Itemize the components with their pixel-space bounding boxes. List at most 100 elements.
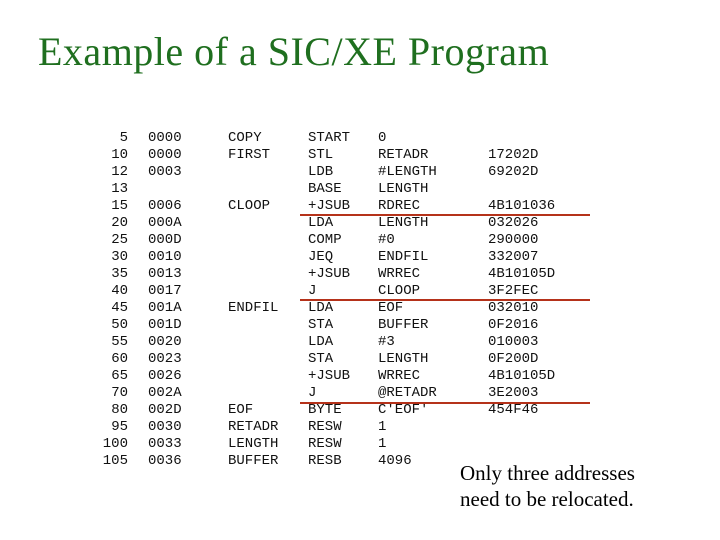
col-line: 35 — [76, 266, 128, 283]
col-op: J — [308, 283, 378, 300]
code-row: 80002DEOFBYTEC'EOF'454F46 — [76, 402, 656, 419]
col-loc: 0033 — [128, 436, 218, 453]
code-row: 550020LDA#3010003 — [76, 334, 656, 351]
col-loc: 0010 — [128, 249, 218, 266]
col-op: RESW — [308, 436, 378, 453]
col-loc: 0030 — [128, 419, 218, 436]
col-obj: 4B10105D — [488, 266, 598, 283]
col-op: LDB — [308, 164, 378, 181]
code-row: 1000033LENGTHRESW1 — [76, 436, 656, 453]
caption: Only three addresses need to be relocate… — [460, 460, 635, 512]
code-row: 100000FIRSTSTLRETADR17202D — [76, 147, 656, 164]
col-operand: LENGTH — [378, 181, 488, 198]
col-loc: 001A — [128, 300, 218, 317]
col-operand: 0 — [378, 130, 488, 147]
col-op: STA — [308, 351, 378, 368]
col-op: BASE — [308, 181, 378, 198]
code-row: 950030RETADRRESW1 — [76, 419, 656, 436]
col-op: +JSUB — [308, 266, 378, 283]
col-loc: 0000 — [128, 130, 218, 147]
col-line: 50 — [76, 317, 128, 334]
code-row: 120003LDB#LENGTH69202D — [76, 164, 656, 181]
col-obj: 290000 — [488, 232, 598, 249]
col-line: 105 — [76, 453, 128, 470]
col-operand: ENDFIL — [378, 249, 488, 266]
col-loc: 0017 — [128, 283, 218, 300]
col-op: BYTE — [308, 402, 378, 419]
col-line: 20 — [76, 215, 128, 232]
code-row: 45001AENDFILLDAEOF032010 — [76, 300, 656, 317]
code-row: 300010 JEQENDFIL332007 — [76, 249, 656, 266]
col-operand: BUFFER — [378, 317, 488, 334]
relocation-underline — [300, 214, 590, 216]
col-line: 15 — [76, 198, 128, 215]
col-op: J — [308, 385, 378, 402]
code-row: 650026+JSUBWRREC4B10105D — [76, 368, 656, 385]
col-operand: RDREC — [378, 198, 488, 215]
col-operand: #3 — [378, 334, 488, 351]
code-row: 20000ALDALENGTH032026 — [76, 215, 656, 232]
col-label: LENGTH — [218, 436, 308, 453]
col-line: 65 — [76, 368, 128, 385]
col-operand: #LENGTH — [378, 164, 488, 181]
code-row: 25000DCOMP#0290000 — [76, 232, 656, 249]
col-obj: 3E2003 — [488, 385, 598, 402]
relocation-underline — [300, 299, 590, 301]
relocation-underline — [300, 402, 590, 404]
col-line: 40 — [76, 283, 128, 300]
col-obj: 17202D — [488, 147, 598, 164]
code-row: 13BASELENGTH — [76, 181, 656, 198]
col-label: ENDFIL — [218, 300, 308, 317]
col-obj: 0F200D — [488, 351, 598, 368]
col-op: START — [308, 130, 378, 147]
col-line: 70 — [76, 385, 128, 402]
col-operand: CLOOP — [378, 283, 488, 300]
col-loc: 001D — [128, 317, 218, 334]
code-row: 150006CLOOP+JSUBRDREC4B101036 — [76, 198, 656, 215]
col-obj: 69202D — [488, 164, 598, 181]
col-op: JEQ — [308, 249, 378, 266]
col-label: BUFFER — [218, 453, 308, 470]
col-line: 12 — [76, 164, 128, 181]
col-op: LDA — [308, 300, 378, 317]
col-label: COPY — [218, 130, 308, 147]
col-operand: EOF — [378, 300, 488, 317]
caption-line2: need to be relocated. — [460, 487, 634, 511]
col-op: STL — [308, 147, 378, 164]
col-line: 5 — [76, 130, 128, 147]
code-row: 50001DSTABUFFER0F2016 — [76, 317, 656, 334]
col-operand: @RETADR — [378, 385, 488, 402]
col-line: 45 — [76, 300, 128, 317]
col-op: +JSUB — [308, 198, 378, 215]
col-operand: LENGTH — [378, 215, 488, 232]
col-loc: 0036 — [128, 453, 218, 470]
col-label: CLOOP — [218, 198, 308, 215]
col-op: LDA — [308, 215, 378, 232]
col-obj: 454F46 — [488, 402, 598, 419]
col-loc: 000A — [128, 215, 218, 232]
col-obj: 332007 — [488, 249, 598, 266]
col-op: COMP — [308, 232, 378, 249]
col-obj: 010003 — [488, 334, 598, 351]
code-row: 600023STALENGTH0F200D — [76, 351, 656, 368]
col-line: 30 — [76, 249, 128, 266]
col-line: 25 — [76, 232, 128, 249]
col-loc: 002A — [128, 385, 218, 402]
col-line: 100 — [76, 436, 128, 453]
col-obj: 0F2016 — [488, 317, 598, 334]
col-line: 10 — [76, 147, 128, 164]
slide: Example of a SIC/XE Program 50000COPYSTA… — [0, 0, 720, 540]
col-loc: 0000 — [128, 147, 218, 164]
col-line: 55 — [76, 334, 128, 351]
code-row: 70002A J@RETADR3E2003 — [76, 385, 656, 402]
col-op: RESW — [308, 419, 378, 436]
col-op: +JSUB — [308, 368, 378, 385]
col-loc: 0026 — [128, 368, 218, 385]
col-line: 60 — [76, 351, 128, 368]
col-obj: 4B10105D — [488, 368, 598, 385]
col-line: 80 — [76, 402, 128, 419]
caption-line1: Only three addresses — [460, 461, 635, 485]
col-loc: 002D — [128, 402, 218, 419]
col-loc: 0013 — [128, 266, 218, 283]
col-operand: WRREC — [378, 266, 488, 283]
